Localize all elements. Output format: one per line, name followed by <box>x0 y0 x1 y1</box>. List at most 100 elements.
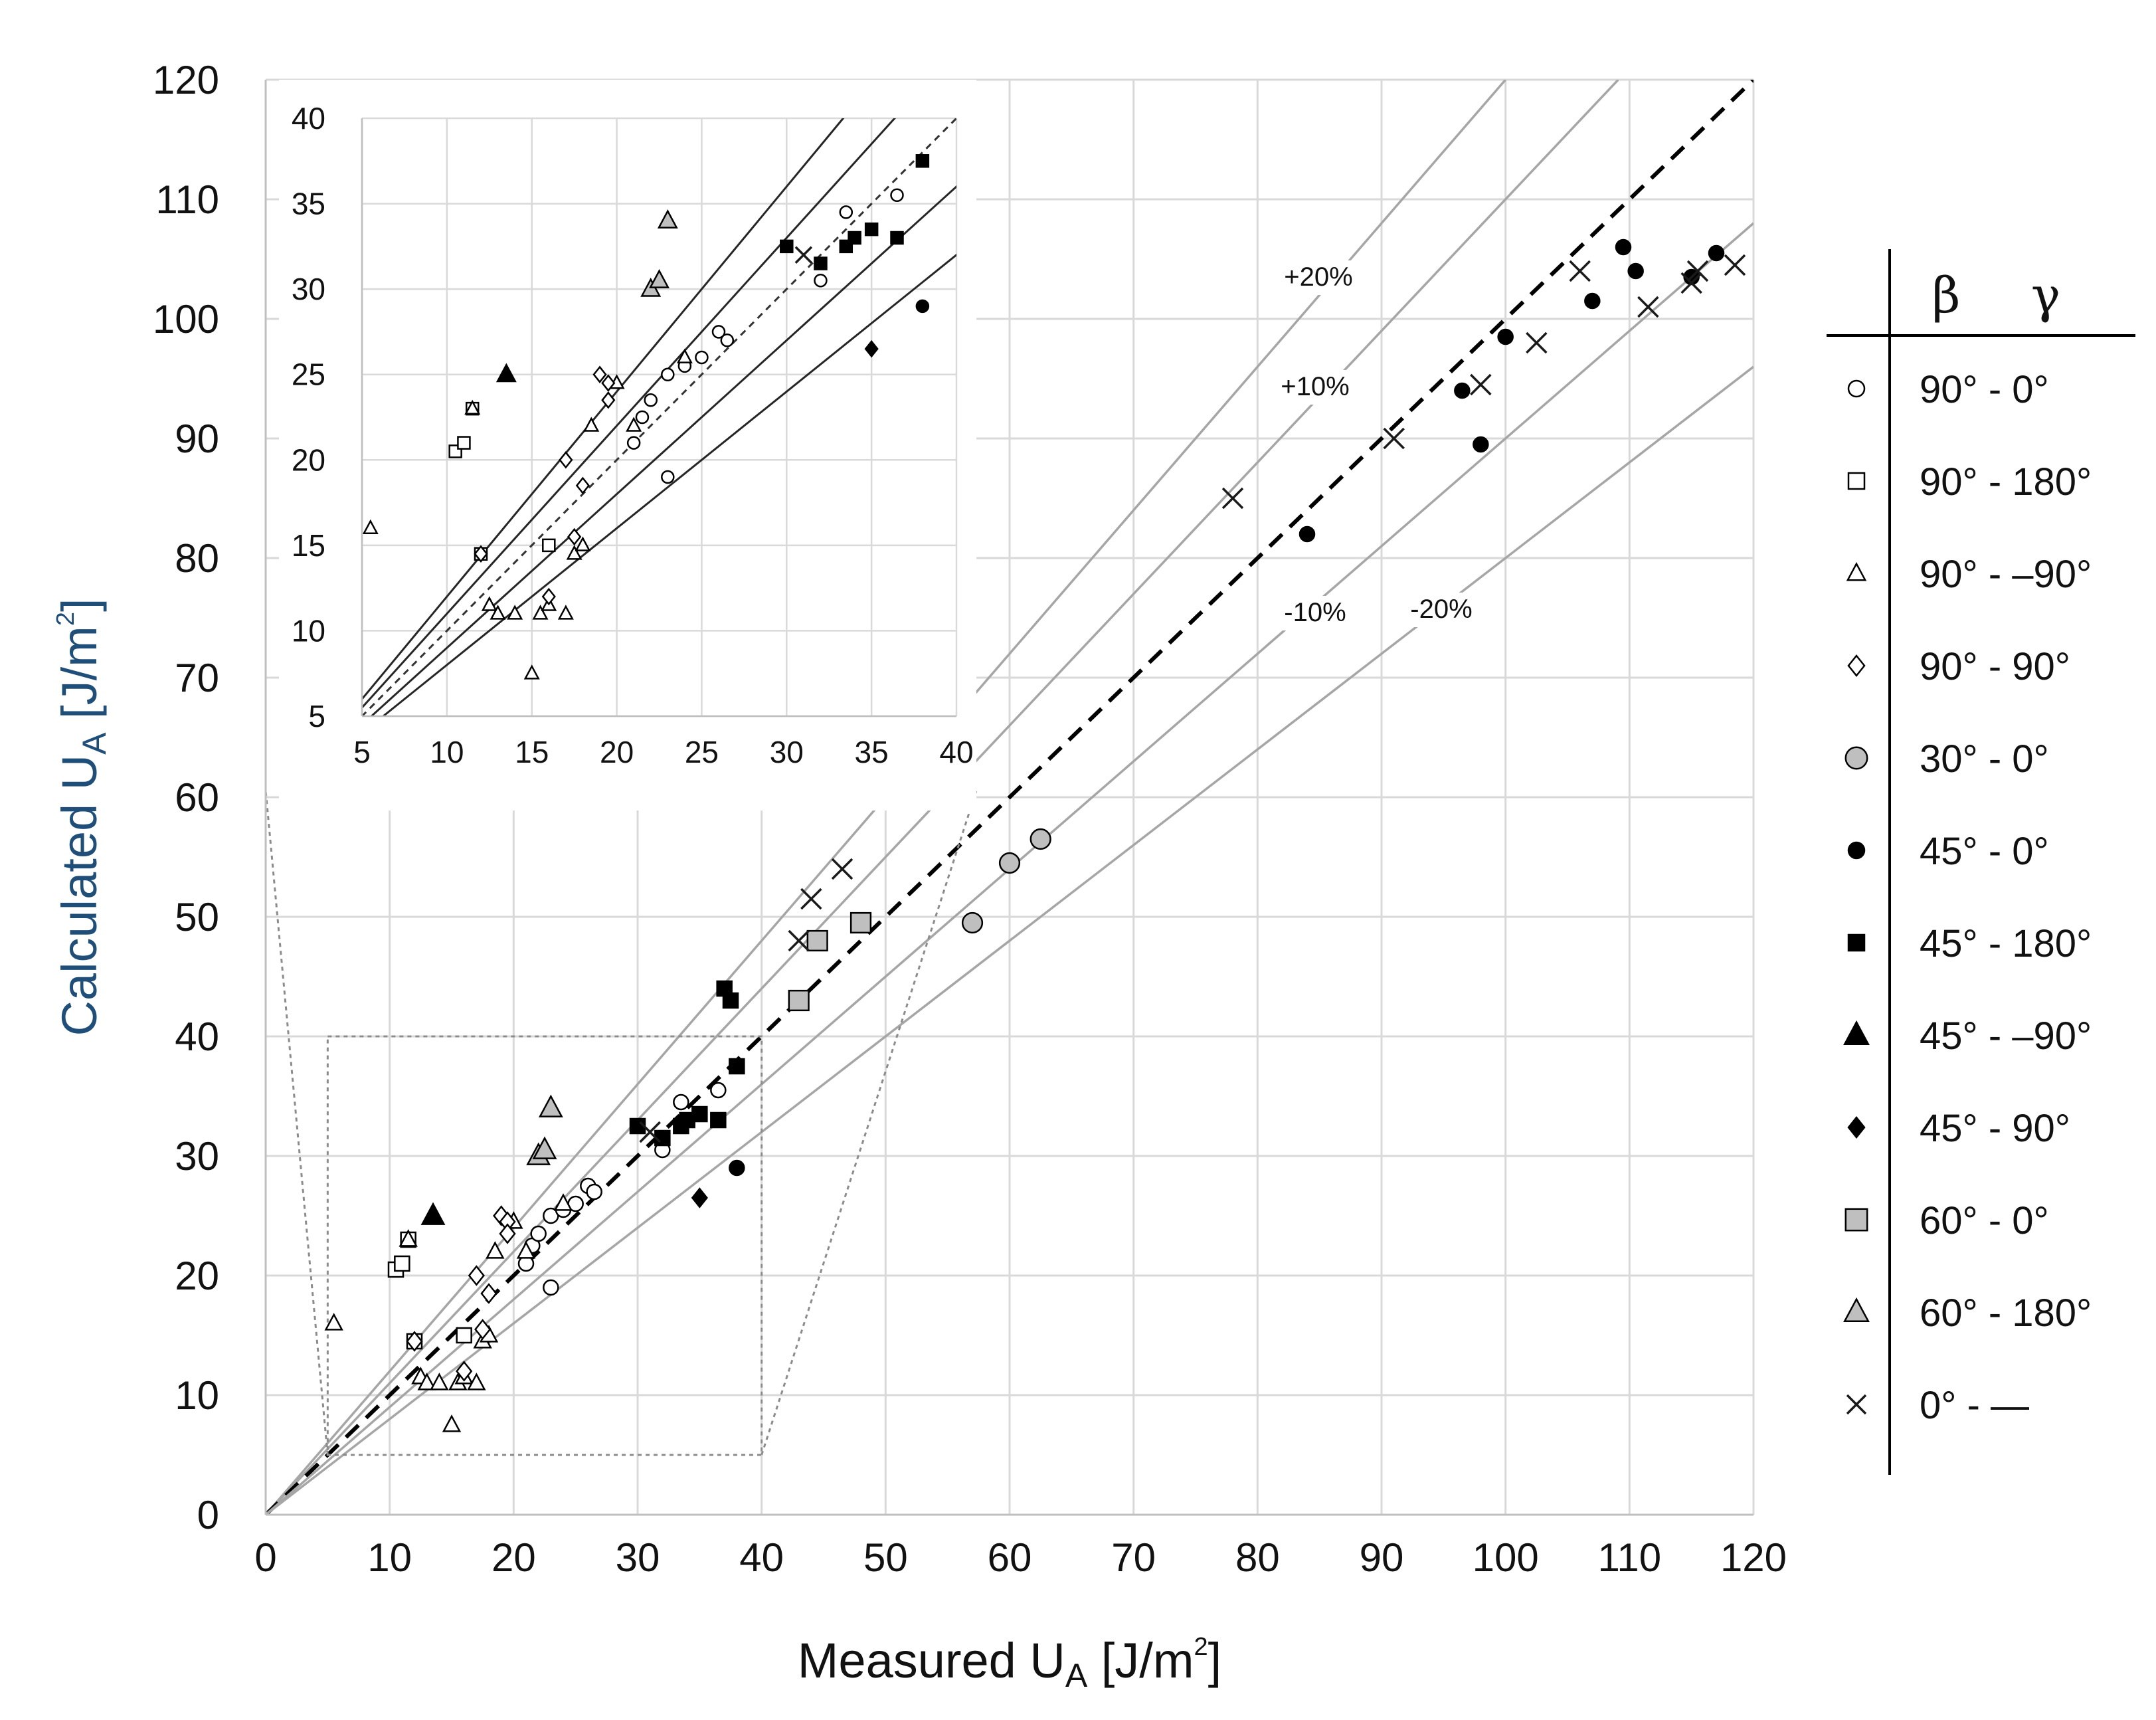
legend-marker <box>1847 654 1866 678</box>
data-point <box>1470 373 1492 396</box>
data-point <box>420 1202 446 1225</box>
inset-plot: 5 10 15 20 25 30 35 40 5 10 15 20 25 30 35 40 <box>279 80 976 811</box>
inset-data-point <box>695 350 709 365</box>
legend-entry-label: 60° - 180° <box>1920 1291 2092 1335</box>
inset-x-tick-label: 40 <box>939 735 973 769</box>
reference-line <box>266 365 1753 1515</box>
inset-reference-line <box>362 118 897 710</box>
zoom-box-rect <box>326 1035 763 1456</box>
inset-reference-line <box>362 118 956 716</box>
inset-x-tick-label: 10 <box>430 735 464 769</box>
main-axes: 0 10 20 30 40 50 60 70 80 90 100 110 120 0 10 20 30 40 50 6… <box>153 58 1787 1580</box>
inset-data-point <box>644 393 658 407</box>
inset-x-tick-label: 30 <box>770 735 804 769</box>
inset-data-point <box>780 239 794 254</box>
inset-data-point <box>626 417 642 432</box>
data-point <box>467 1373 486 1390</box>
inset-y-tick-label: 20 <box>292 442 325 477</box>
inset-x-tick-label: 25 <box>685 735 719 769</box>
data-point <box>1686 260 1709 282</box>
inset-data-point <box>362 519 379 535</box>
zoom-connector <box>761 790 978 1456</box>
axis-title-superscript: 2 <box>1194 1633 1208 1661</box>
x-tick-label: 90 <box>1360 1535 1404 1580</box>
inset-y-tick-label: 25 <box>292 357 325 392</box>
x-tick-label: 70 <box>1111 1535 1156 1580</box>
inset-data-point <box>557 605 574 620</box>
data-point <box>998 852 1021 874</box>
inset-reference-line <box>369 185 956 716</box>
data-point <box>1454 382 1471 399</box>
y-tick-label: 20 <box>175 1254 219 1298</box>
data-point <box>442 1414 462 1432</box>
y-tick-label: 30 <box>175 1134 219 1179</box>
data-point <box>710 1082 727 1099</box>
main-band-labels: +20% +10% -10% -20% <box>1267 260 1489 630</box>
inset-data-point <box>542 538 556 553</box>
data-point <box>1473 436 1489 453</box>
inset-x-tick-label: 20 <box>600 735 634 769</box>
y-tick-label: 50 <box>175 895 219 939</box>
data-point <box>456 1361 473 1382</box>
y-tick-label: 80 <box>175 536 219 581</box>
x-tick-label: 100 <box>1473 1535 1539 1580</box>
data-point <box>961 911 984 934</box>
inset-data-point <box>848 231 861 245</box>
data-point <box>1637 296 1659 318</box>
data-point <box>788 929 810 952</box>
inset-data-point <box>474 545 488 563</box>
x-tick-label: 40 <box>739 1535 784 1580</box>
axis-title-unit-close: ] <box>1208 1633 1222 1688</box>
inset-data-point <box>657 209 678 229</box>
axis-title-main: Measured U <box>798 1633 1065 1688</box>
legend-marker <box>1844 1208 1868 1232</box>
inset-data-point <box>481 596 497 611</box>
legend-marker <box>1844 746 1868 770</box>
data-point <box>1299 526 1316 543</box>
x-tick-label: 0 <box>254 1535 276 1580</box>
inset-data-point <box>890 231 904 245</box>
data-point <box>691 1105 708 1123</box>
data-point <box>324 1313 343 1331</box>
y-tick-label: 70 <box>175 656 219 700</box>
y-tick-label: 40 <box>175 1014 219 1059</box>
y-tick-label: 100 <box>153 297 219 341</box>
inset-data-point <box>814 256 828 270</box>
band-label: +10% <box>1281 372 1349 401</box>
inset-data-point <box>495 363 517 383</box>
data-point <box>480 1283 497 1304</box>
legend-header-beta: β <box>1932 267 1961 324</box>
data-point <box>850 911 872 934</box>
inset-data-point <box>676 348 693 363</box>
axis-title-text: Measured UA [J/m2] <box>798 1633 1221 1694</box>
x-tick-label: 80 <box>1235 1535 1280 1580</box>
band-label: -10% <box>1284 598 1346 627</box>
data-point <box>553 1193 573 1211</box>
data-point <box>710 1111 727 1129</box>
data-point <box>474 1319 492 1340</box>
inset-data-point <box>541 587 556 606</box>
data-point <box>800 888 822 910</box>
y-axis-label: Calculated UA [J/m2] <box>52 598 113 1036</box>
data-point <box>417 1373 436 1390</box>
inset-x-tick-label: 35 <box>855 735 889 769</box>
data-point <box>1221 487 1244 510</box>
zoom-box <box>264 790 978 1456</box>
data-point <box>399 1229 418 1247</box>
band-label-bg <box>1267 370 1363 405</box>
inset-data-point <box>559 451 573 469</box>
inset-data-point <box>890 188 904 202</box>
x-tick-label: 30 <box>616 1535 660 1580</box>
x-tick-label: 110 <box>1598 1535 1662 1580</box>
inset-reference-line <box>362 118 845 701</box>
inset-reference-line <box>381 253 956 716</box>
data-point <box>1526 332 1548 354</box>
zoom-connector <box>264 790 329 1456</box>
axis-title-subscript: A <box>1065 1657 1088 1694</box>
legend-marker <box>1847 1115 1866 1139</box>
data-point <box>406 1331 423 1352</box>
axis-title-text: Calculated UA [J/m2] <box>52 598 113 1036</box>
inset-data-point <box>464 399 481 415</box>
band-label-bg <box>1271 260 1366 295</box>
inset-data-point <box>839 205 853 219</box>
